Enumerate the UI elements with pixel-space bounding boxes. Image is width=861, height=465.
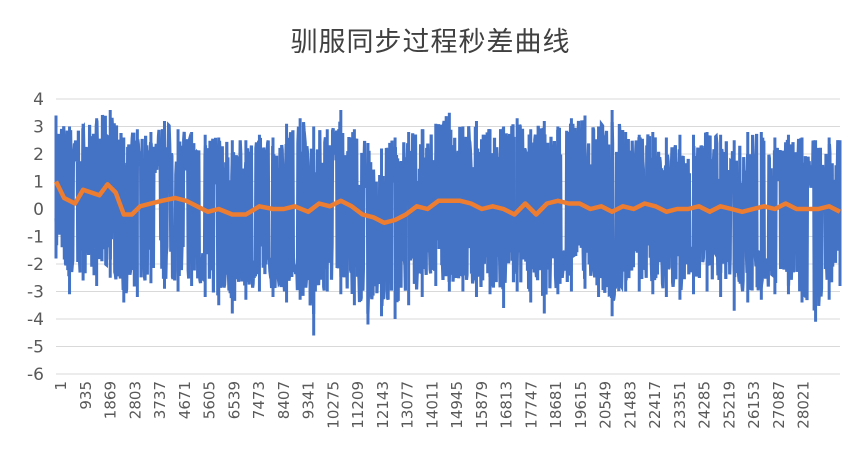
x-tick-label: 10275 (324, 381, 342, 429)
x-tick-label: 5605 (201, 381, 219, 419)
x-tick-label: 21483 (621, 381, 639, 429)
x-tick-label: 18681 (547, 381, 565, 429)
x-tick-label: 11209 (349, 381, 367, 429)
y-tick-label: 2 (33, 145, 44, 165)
x-tick-label: 22417 (646, 381, 664, 429)
x-tick-label: 1 (52, 381, 70, 391)
y-tick-label: -5 (27, 338, 44, 358)
x-tick-label: 14011 (423, 381, 441, 429)
y-tick-label: -4 (27, 310, 44, 330)
x-tick-label: 14945 (448, 381, 466, 429)
x-tick-label: 12143 (374, 381, 392, 429)
x-tick-label: 1869 (102, 381, 120, 419)
y-tick-label: -1 (27, 228, 44, 248)
y-tick-label: 3 (33, 118, 44, 138)
x-tick-label: 9341 (300, 381, 318, 419)
x-tick-label: 26153 (745, 381, 763, 429)
x-tick-label: 25219 (720, 381, 738, 429)
series-orange-line (53, 180, 842, 226)
x-tick-label: 19615 (572, 381, 590, 429)
x-tick-label: 6539 (225, 381, 243, 419)
x-tick-label: 3737 (151, 381, 169, 419)
y-tick-label: 0 (33, 200, 44, 220)
y-tick-label: -6 (27, 365, 44, 385)
x-tick-label: 4671 (176, 381, 194, 419)
y-tick-label: -3 (27, 283, 44, 303)
series-blue-lines (54, 110, 842, 336)
y-tick-label: -2 (27, 255, 44, 275)
x-tick-label: 27087 (770, 381, 788, 429)
x-tick-label: 24285 (696, 381, 714, 429)
y-tick-label: 4 (33, 90, 44, 110)
x-tick-label: 2803 (126, 381, 144, 419)
x-tick-label: 7473 (250, 381, 268, 419)
y-axis-ticks: 4 3 2 1 0 -1 -2 -3 -4 -5 -6 (27, 90, 44, 385)
x-tick-label: 28021 (795, 381, 813, 429)
y-tick-label: 1 (33, 173, 44, 193)
x-tick-label: 20549 (597, 381, 615, 429)
x-tick-label: 15879 (473, 381, 491, 429)
x-axis-ticks: 1 935 1869 2803 3737 4671 5605 6539 7473 8407 9341… (52, 381, 813, 429)
x-tick-label: 8407 (275, 381, 293, 419)
x-tick-label: 13077 (399, 381, 417, 429)
chart-title: 驯服同步过程秒差曲线 (290, 27, 571, 58)
x-tick-label: 23351 (671, 381, 689, 429)
x-tick-label: 17747 (522, 381, 540, 429)
x-tick-label: 16813 (498, 381, 516, 429)
series-orange-path (53, 180, 842, 226)
x-tick-label: 935 (77, 381, 95, 410)
